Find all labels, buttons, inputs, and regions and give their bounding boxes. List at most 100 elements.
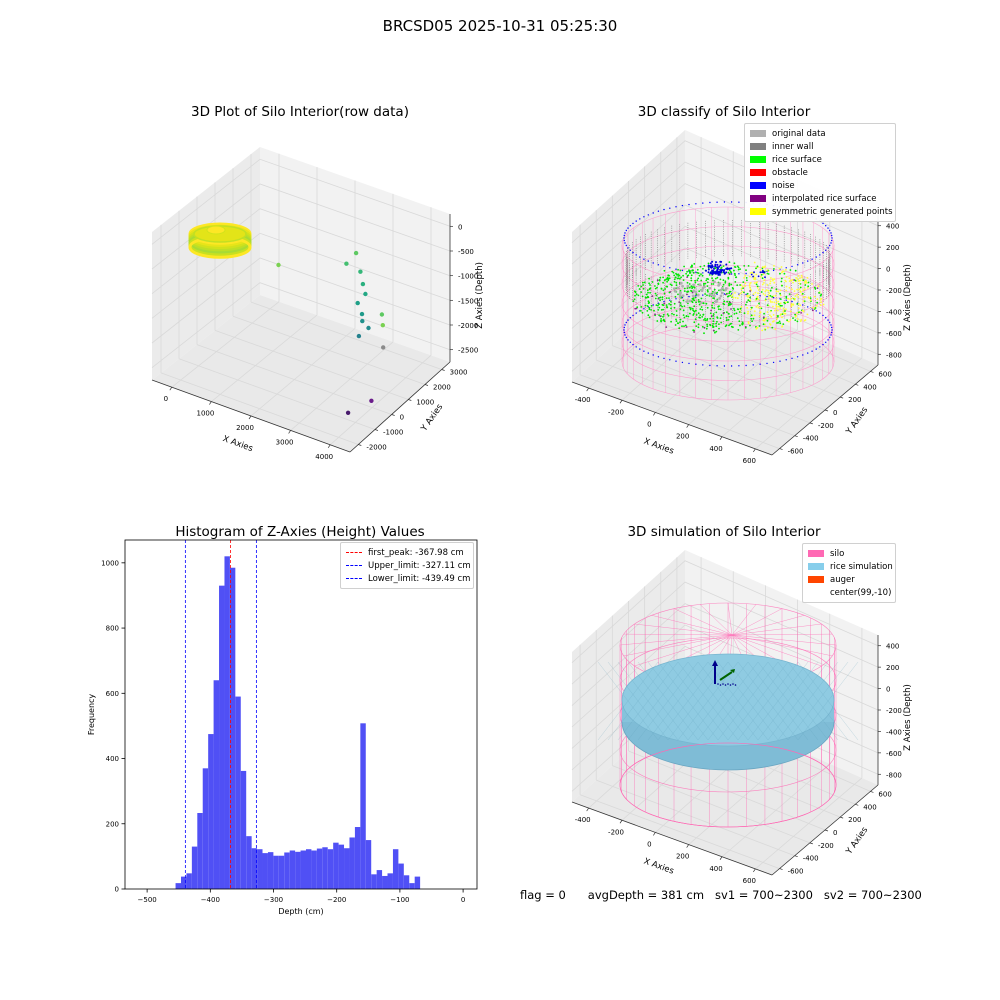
surface-dot: [707, 262, 710, 265]
surface-dot: [746, 279, 748, 282]
noise-cluster-dot: [716, 263, 719, 266]
raw-plot-title: 3D Plot of Silo Interior(row data): [191, 104, 409, 120]
surface-dot: [763, 312, 765, 315]
surface-dot: [771, 278, 774, 281]
surface-dot: [647, 314, 650, 317]
x-tick-label: 1000: [196, 410, 214, 418]
classify-3d-plot: -400-2000200400600-600-400-2000200400600…: [571, 130, 913, 465]
y-tick: [794, 435, 798, 438]
surface-dot: [790, 279, 793, 282]
roof-line: [731, 634, 837, 646]
surface-dot: [758, 325, 761, 327]
surface-dot: [741, 286, 744, 288]
surface-dot: [708, 274, 711, 276]
noise-cluster-dot: [713, 267, 715, 270]
surface-dot: [707, 290, 709, 293]
surface-dot: [692, 297, 695, 300]
noise-dot: [807, 352, 809, 354]
histogram-bar: [322, 847, 328, 889]
noise-dot: [723, 201, 726, 203]
noise-dot: [688, 295, 690, 298]
legend-line-sample: [346, 565, 362, 566]
noise-cluster-dot: [764, 276, 766, 279]
surface-dot: [761, 277, 764, 280]
surface-dot: [734, 296, 737, 299]
surface-dot: [716, 320, 718, 323]
surface-dot: [766, 284, 769, 286]
histogram-bar: [278, 855, 285, 889]
surface-dot: [669, 303, 672, 306]
surface-dot: [728, 316, 731, 318]
surface-dot: [690, 290, 693, 293]
surface-dot: [738, 311, 741, 313]
surface-dot: [687, 274, 690, 277]
x-tick-label: −500: [138, 896, 157, 904]
surface-dot: [769, 323, 771, 325]
histogram-bar: [257, 849, 263, 889]
y-tick-label: 0: [400, 414, 404, 422]
noise-dot: [759, 363, 761, 365]
surface-dot: [682, 309, 685, 312]
surface-dot: [689, 312, 691, 315]
z-tick-label: -500: [458, 248, 474, 256]
noise-dot: [723, 365, 726, 367]
surface-dot: [704, 319, 707, 322]
surface-dot: [776, 322, 778, 324]
surface-dot: [779, 294, 782, 297]
y-tick-label: 400: [863, 803, 876, 811]
surface-dot: [811, 309, 814, 312]
noise-dot: [766, 362, 768, 365]
surface-dot: [658, 303, 660, 305]
surface-dot: [668, 303, 670, 305]
noise-dot: [629, 341, 631, 343]
surface-dot: [705, 302, 708, 305]
rice-top: [621, 653, 835, 747]
surface-dot: [781, 325, 783, 328]
noise-dot: [675, 360, 677, 362]
surface-dot: [638, 288, 641, 290]
surface-dot: [728, 302, 730, 305]
surface-dot: [714, 277, 717, 280]
surface-dot: [792, 281, 794, 284]
y-tick-label: 3000: [450, 369, 468, 377]
y-tick-label: -200: [818, 842, 834, 850]
surface-dot: [778, 320, 781, 323]
surface-dot: [715, 325, 718, 328]
noise-cluster-dot: [705, 269, 707, 272]
surface-dot: [762, 273, 765, 275]
noise-cluster-dot: [720, 271, 722, 273]
surface-dot: [705, 327, 708, 330]
surface-dot: [692, 309, 694, 312]
x-tick: [653, 832, 656, 836]
noise-dot: [643, 308, 645, 310]
x-axis-label: X Axies: [642, 857, 675, 877]
surface-dot: [775, 290, 778, 293]
noise-cluster: [705, 260, 766, 279]
noise-dot: [623, 326, 625, 329]
surface-dot: [806, 276, 809, 279]
surface-dot: [671, 270, 674, 273]
surface-dot: [680, 276, 682, 279]
surface-dot: [682, 320, 684, 323]
original-dot: [686, 284, 690, 288]
surface-dot: [633, 290, 636, 293]
surface-dot: [666, 276, 669, 279]
surface-dot: [720, 267, 722, 269]
noise-dot: [829, 321, 831, 324]
noise-cluster-dot: [727, 267, 730, 270]
surface-dot: [734, 274, 736, 276]
surface-dot: [730, 308, 732, 310]
surface-dot: [782, 270, 785, 273]
surface-dot: [733, 313, 736, 315]
surface-dot: [675, 281, 678, 284]
surface-dot: [690, 285, 693, 288]
surface-dot: [679, 321, 681, 324]
surface-dot: [750, 314, 753, 317]
surface-dot: [785, 280, 787, 283]
y-tick-label: 600: [878, 370, 891, 378]
surface-dot: [728, 273, 731, 276]
y-tick: [809, 842, 813, 845]
noise-dot: [831, 331, 833, 334]
surface-dot: [772, 305, 774, 308]
floor-grid-y: [676, 286, 871, 372]
